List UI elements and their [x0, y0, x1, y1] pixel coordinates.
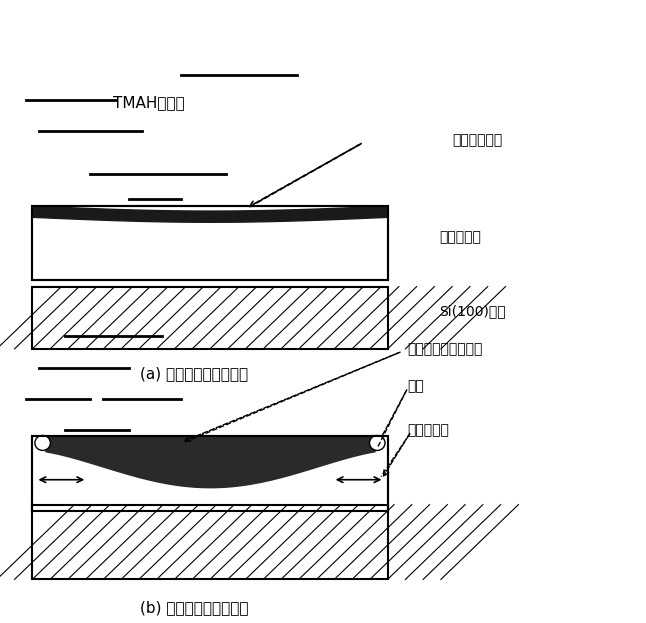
- Bar: [32, 436, 388, 511]
- Bar: [32, 206, 388, 280]
- Bar: [32, 505, 388, 579]
- Circle shape: [35, 435, 50, 450]
- Text: 引張り応力: 引張り応力: [407, 423, 449, 437]
- Text: 亀裂: 亀裂: [407, 379, 424, 393]
- Text: Si(100)基板: Si(100)基板: [439, 305, 506, 318]
- Text: 表面架橋領域: 表面架橋領域: [452, 133, 503, 147]
- Text: 表面架橋領域の増加: 表面架橋領域の増加: [407, 342, 483, 356]
- Text: (b) 環境応力亀裂の形成: (b) 環境応力亀裂の形成: [140, 600, 248, 615]
- Bar: [32, 206, 388, 280]
- Text: TMAH現像液: TMAH現像液: [112, 95, 185, 110]
- Text: レジスト膜: レジスト膜: [439, 230, 481, 244]
- Circle shape: [370, 435, 385, 450]
- Bar: [32, 287, 388, 349]
- Bar: [32, 436, 388, 511]
- Text: (a) 表面架橋領域の形成: (a) 表面架橋領域の形成: [140, 366, 248, 381]
